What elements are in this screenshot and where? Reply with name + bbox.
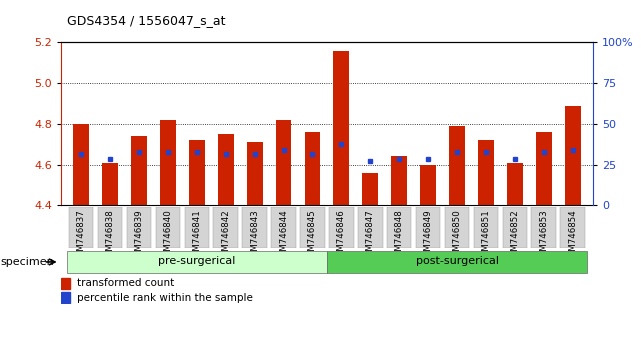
- Bar: [247, 142, 263, 205]
- Bar: [416, 207, 440, 248]
- Text: GSM746839: GSM746839: [135, 209, 144, 262]
- Bar: [507, 162, 523, 205]
- Text: GSM746853: GSM746853: [539, 209, 548, 262]
- Bar: [218, 134, 234, 205]
- Bar: [276, 120, 292, 205]
- Text: specimen: specimen: [1, 257, 54, 267]
- Text: GSM746837: GSM746837: [77, 209, 86, 262]
- Bar: [242, 207, 267, 248]
- Text: GSM746840: GSM746840: [163, 209, 172, 262]
- Text: GDS4354 / 1556047_s_at: GDS4354 / 1556047_s_at: [67, 14, 226, 27]
- Bar: [362, 173, 378, 205]
- Bar: [536, 132, 552, 205]
- Bar: [358, 207, 383, 248]
- Bar: [503, 207, 527, 248]
- Bar: [565, 105, 581, 205]
- Bar: [478, 140, 494, 205]
- Text: GSM746851: GSM746851: [481, 209, 490, 262]
- Bar: [69, 207, 94, 248]
- Text: GSM746838: GSM746838: [106, 209, 115, 262]
- Text: GSM746841: GSM746841: [192, 209, 201, 262]
- Bar: [445, 207, 469, 248]
- Bar: [391, 156, 407, 205]
- Text: GSM746854: GSM746854: [568, 209, 577, 262]
- Bar: [131, 136, 147, 205]
- Bar: [333, 51, 349, 205]
- Text: percentile rank within the sample: percentile rank within the sample: [77, 293, 253, 303]
- Bar: [474, 207, 498, 248]
- Bar: [387, 207, 412, 248]
- Bar: [156, 207, 180, 248]
- Text: GSM746845: GSM746845: [308, 209, 317, 262]
- Text: GSM746843: GSM746843: [250, 209, 259, 262]
- Bar: [560, 207, 585, 248]
- Text: post-surgerical: post-surgerical: [415, 256, 499, 267]
- Bar: [189, 140, 204, 205]
- Text: transformed count: transformed count: [77, 279, 174, 289]
- Bar: [102, 162, 118, 205]
- Bar: [213, 207, 238, 248]
- Text: GSM746848: GSM746848: [395, 209, 404, 262]
- Bar: [185, 207, 209, 248]
- Bar: [531, 207, 556, 248]
- Bar: [61, 292, 71, 303]
- Bar: [98, 207, 122, 248]
- Bar: [67, 251, 327, 273]
- Bar: [271, 207, 296, 248]
- Text: GSM746849: GSM746849: [424, 209, 433, 262]
- Bar: [73, 124, 89, 205]
- Bar: [61, 278, 71, 289]
- Text: GSM746846: GSM746846: [337, 209, 346, 262]
- Bar: [449, 126, 465, 205]
- Bar: [304, 132, 320, 205]
- Bar: [420, 165, 436, 205]
- Text: pre-surgerical: pre-surgerical: [158, 256, 235, 267]
- Text: GSM746844: GSM746844: [279, 209, 288, 262]
- Bar: [160, 120, 176, 205]
- Bar: [327, 251, 587, 273]
- Bar: [300, 207, 325, 248]
- Text: GSM746842: GSM746842: [221, 209, 230, 262]
- Bar: [127, 207, 151, 248]
- Text: GSM746852: GSM746852: [510, 209, 519, 262]
- Text: GSM746850: GSM746850: [453, 209, 462, 262]
- Bar: [329, 207, 354, 248]
- Text: GSM746847: GSM746847: [366, 209, 375, 262]
